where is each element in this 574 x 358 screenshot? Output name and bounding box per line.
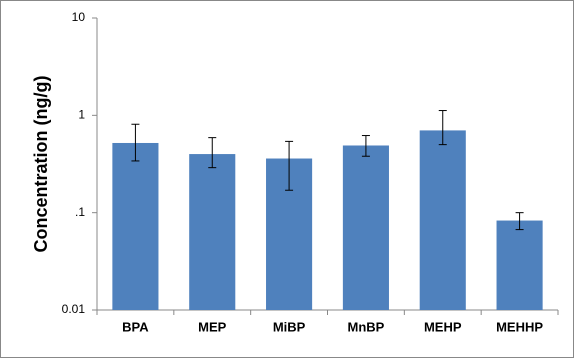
x-tick-label: MiBP bbox=[273, 319, 306, 334]
bar bbox=[112, 142, 159, 310]
bar bbox=[342, 145, 389, 310]
bar bbox=[189, 154, 236, 310]
x-tick-label: MEHHP bbox=[496, 319, 543, 334]
bar bbox=[496, 220, 543, 310]
x-tick-label: MEP bbox=[198, 319, 227, 334]
y-tick-label: 0.01 bbox=[62, 302, 86, 316]
x-tick-label: BPA bbox=[122, 319, 149, 334]
y-tick-label: 10 bbox=[72, 10, 86, 24]
x-tick-label: MEHP bbox=[424, 319, 462, 334]
y-tick-label: 1 bbox=[78, 108, 85, 122]
x-tick-label: MnBP bbox=[347, 319, 384, 334]
y-axis-title: Concentration (ng/g) bbox=[31, 76, 51, 253]
y-tick-label: .1 bbox=[75, 205, 85, 219]
bar bbox=[419, 130, 466, 310]
